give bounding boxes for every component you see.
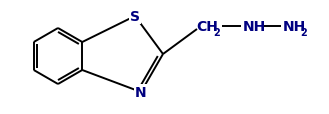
Text: 2: 2: [300, 28, 307, 38]
Text: NH: NH: [283, 20, 306, 34]
Text: N: N: [135, 85, 147, 99]
Text: 2: 2: [213, 28, 220, 38]
Text: S: S: [130, 10, 140, 24]
Text: CH: CH: [196, 20, 218, 34]
Text: NH: NH: [243, 20, 266, 34]
